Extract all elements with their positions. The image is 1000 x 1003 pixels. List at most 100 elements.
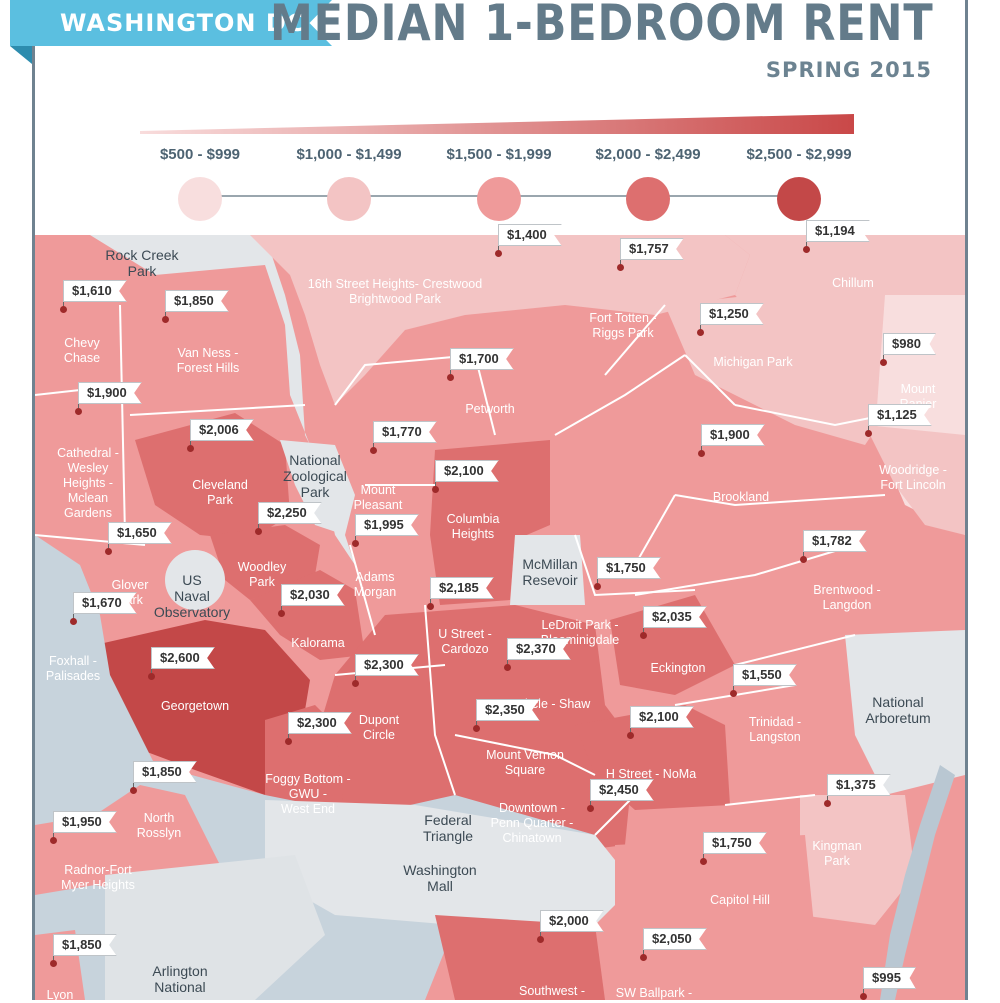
location-pin-icon <box>730 690 737 697</box>
location-pin-icon <box>803 246 810 253</box>
region-eckington <box>610 595 735 695</box>
location-pin-icon <box>860 993 867 1000</box>
location-pin-icon <box>800 556 807 563</box>
rent-price-tag: $1,995 <box>355 514 419 536</box>
location-pin-icon <box>617 264 624 271</box>
legend-swatch <box>626 177 670 221</box>
neighborhood-label: Columbia Heights <box>446 512 500 541</box>
neighborhood-label: Kalorama <box>291 636 345 650</box>
location-pin-icon <box>697 329 704 336</box>
rent-price-tag: $1,900 <box>78 382 142 404</box>
price-flag-pole <box>78 402 79 412</box>
neighborhood-label: Southwest - <box>518 984 586 998</box>
price-flag-pole <box>355 674 356 684</box>
neighborhood-label: Chillum <box>832 276 874 290</box>
neighborhood-label: Brentwood - Langdon <box>813 583 881 612</box>
rent-price-tag: $1,750 <box>703 832 767 854</box>
price-flag-pole <box>53 831 54 841</box>
location-pin-icon <box>255 528 262 535</box>
location-pin-icon <box>880 359 887 366</box>
price-flag-pole <box>151 667 152 677</box>
price-flag-pole <box>701 444 702 454</box>
location-pin-icon <box>148 673 155 680</box>
location-pin-icon <box>352 680 359 687</box>
region-cleveland-park <box>135 413 290 540</box>
neighborhood-label: Mount Vernon Square <box>486 748 564 777</box>
location-pin-icon <box>70 618 77 625</box>
legend-swatch <box>327 177 371 221</box>
location-pin-icon <box>447 374 454 381</box>
region-southwest <box>435 915 605 1000</box>
price-flag-pole <box>507 658 508 668</box>
rent-price-tag: $1,375 <box>827 774 891 796</box>
rent-price-tag: $1,125 <box>868 404 932 426</box>
landmark-rock-creek-park: Rock Creek Park <box>105 247 179 279</box>
price-flag-pole <box>540 930 541 940</box>
rock-creek-park <box>90 235 355 565</box>
neighborhood-label: Georgetown <box>160 699 230 713</box>
rent-price-tag: $2,006 <box>190 419 254 441</box>
legend-swatch <box>777 177 821 221</box>
neighborhood-label: H Street - NoMa <box>605 767 697 781</box>
neighborhood-label: Eckington <box>650 661 706 675</box>
location-pin-icon <box>504 664 511 671</box>
region-georgetown <box>95 620 310 795</box>
rent-price-tag: $2,000 <box>540 910 604 932</box>
location-pin-icon <box>627 732 634 739</box>
location-pin-icon <box>640 954 647 961</box>
region-16th-street <box>250 235 750 405</box>
page-subtitle: SPRING 2015 <box>765 58 932 82</box>
neighborhood-label: Woodridge - Fort Lincoln <box>879 463 947 492</box>
legend-label: $500 - $999 <box>159 146 241 163</box>
neighborhood-label: Adams Morgan <box>353 570 397 599</box>
price-flag-pole <box>450 368 451 378</box>
landmark-washington-mall: Washington Mall <box>403 862 477 894</box>
rent-price-tag: $2,300 <box>288 712 352 734</box>
neighborhood-label: Downtown - Penn Quarter - Chinatown <box>490 801 574 845</box>
legend-item-3: $1,500 - $1,999 <box>424 146 574 221</box>
neighborhood-label: Lyon <box>46 988 74 1002</box>
neighborhood-label: Radnor-Fort Myer Heights <box>61 863 135 892</box>
location-pin-icon <box>50 837 57 844</box>
price-flag-pole <box>63 300 64 310</box>
region-foggy-bottom <box>265 705 345 825</box>
rent-price-tag: $1,900 <box>701 424 765 446</box>
price-flag-pole <box>258 522 259 532</box>
price-flag-pole <box>827 794 828 804</box>
location-pin-icon <box>495 250 502 257</box>
price-flag-pole <box>498 244 499 254</box>
location-pin-icon <box>75 408 82 415</box>
price-flag-pole <box>863 987 864 997</box>
price-flag-pole <box>700 323 701 333</box>
price-flag-pole <box>430 597 431 607</box>
location-pin-icon <box>640 632 647 639</box>
location-pin-icon <box>432 486 439 493</box>
location-pin-icon <box>698 450 705 457</box>
neighborhood-label: Kingman Park <box>812 839 862 868</box>
rent-price-tag: $1,650 <box>108 522 172 544</box>
rent-price-tag: $995 <box>863 967 916 989</box>
location-pin-icon <box>285 738 292 745</box>
price-flag-pole <box>806 240 807 250</box>
location-pin-icon <box>352 540 359 547</box>
region-capitol-hill <box>605 835 815 1000</box>
neighborhood-label: Brookland <box>712 490 770 504</box>
rent-price-tag: $1,782 <box>803 530 867 552</box>
landmark-federal-triangle: Federal Triangle <box>422 812 474 844</box>
price-flag-pole <box>620 258 621 268</box>
legend-swatch <box>477 177 521 221</box>
rent-price-tag: $2,370 <box>507 638 571 660</box>
price-flag-pole <box>355 534 356 544</box>
location-pin-icon <box>162 316 169 323</box>
legend-item-1: $500 - $999 <box>125 146 275 221</box>
rent-price-tag: $1,770 <box>373 421 437 443</box>
rent-price-tag: $1,550 <box>733 664 797 686</box>
landmark-mcmillan-reservoir: McMillan Resevoir <box>522 556 578 588</box>
price-flag-pole <box>590 799 591 809</box>
price-flag-pole <box>190 439 191 449</box>
region-rosslyn <box>35 785 220 895</box>
price-flag-pole <box>630 726 631 736</box>
region-woodley-park <box>210 525 320 600</box>
city-banner: WASHINGTON DC <box>10 0 332 46</box>
rent-price-tag: $980 <box>883 333 936 355</box>
